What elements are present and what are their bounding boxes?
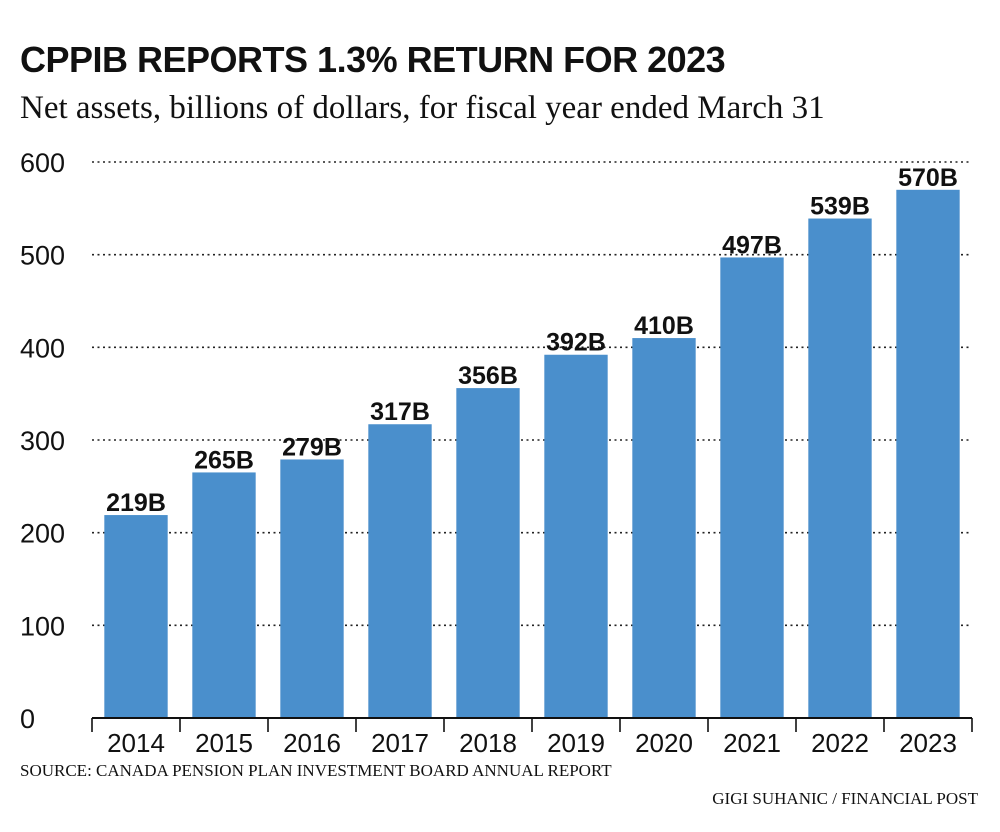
x-tick-label: 2022 bbox=[811, 728, 869, 758]
chart-title: CPPIB REPORTS 1.3% RETURN FOR 2023 bbox=[20, 39, 726, 80]
bar bbox=[720, 257, 784, 718]
bar bbox=[368, 424, 432, 718]
x-tick-label: 2018 bbox=[459, 728, 517, 758]
x-tick-label: 2014 bbox=[107, 728, 165, 758]
x-tick-label: 2019 bbox=[547, 728, 605, 758]
bar bbox=[632, 338, 696, 718]
bar bbox=[192, 472, 256, 718]
source-note: SOURCE: CANADA PENSION PLAN INVESTMENT B… bbox=[20, 761, 612, 780]
data-label: 279B bbox=[282, 433, 342, 461]
data-label: 497B bbox=[722, 231, 782, 259]
data-label: 265B bbox=[194, 446, 254, 474]
data-label: 539B bbox=[810, 193, 870, 221]
y-tick-label: 400 bbox=[20, 333, 65, 363]
data-label: 410B bbox=[634, 312, 694, 340]
data-label: 219B bbox=[106, 489, 166, 517]
data-label: 392B bbox=[546, 329, 606, 357]
y-tick-label: 300 bbox=[20, 426, 65, 456]
y-tick-label: 0 bbox=[20, 704, 35, 734]
bar bbox=[280, 459, 344, 718]
bar bbox=[896, 189, 960, 719]
y-tick-label: 100 bbox=[20, 611, 65, 641]
x-tick-label: 2020 bbox=[635, 728, 693, 758]
x-tick-label: 2015 bbox=[195, 728, 253, 758]
bar bbox=[808, 218, 872, 718]
bar bbox=[104, 515, 168, 718]
y-tick-label: 600 bbox=[20, 148, 65, 178]
x-tick-label: 2016 bbox=[283, 728, 341, 758]
y-tick-label: 500 bbox=[20, 241, 65, 271]
x-tick-label: 2021 bbox=[723, 728, 781, 758]
data-label: 317B bbox=[370, 398, 430, 426]
bar bbox=[456, 388, 520, 718]
x-tick-label: 2017 bbox=[371, 728, 429, 758]
x-tick-label: 2023 bbox=[899, 728, 957, 758]
bar bbox=[544, 354, 608, 718]
data-label: 356B bbox=[458, 362, 518, 390]
chart-subtitle: Net assets, billions of dollars, for fis… bbox=[20, 90, 825, 126]
data-label: 570B bbox=[898, 164, 958, 192]
y-tick-label: 200 bbox=[20, 519, 65, 549]
credit-note: GIGI SUHANIC / FINANCIAL POST bbox=[712, 789, 978, 808]
